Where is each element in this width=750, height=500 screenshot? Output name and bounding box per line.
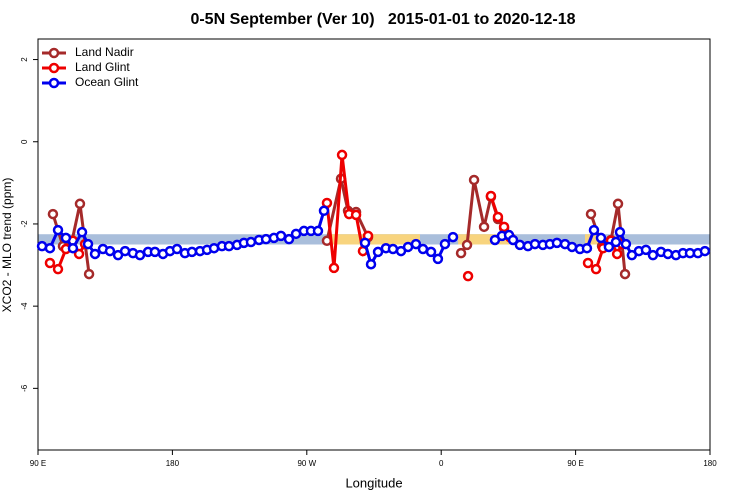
y-tick-label: 2 [20, 57, 29, 62]
data-point [514, 239, 526, 251]
data-point [47, 208, 59, 220]
data-point [647, 249, 659, 261]
data-point [283, 233, 295, 245]
y-tick-label: -6 [20, 384, 29, 392]
data-point [620, 238, 632, 250]
data-point [410, 238, 422, 250]
x-tick-label: 180 [166, 459, 180, 468]
band [329, 234, 420, 245]
data-point [485, 190, 497, 202]
data-point [588, 224, 600, 236]
data-point [610, 236, 622, 248]
data-point [372, 246, 384, 258]
data-point [52, 263, 64, 275]
x-tick-label: 0 [439, 459, 444, 468]
data-point [275, 230, 287, 242]
series [44, 149, 628, 282]
data-point [507, 234, 519, 246]
data-point [468, 174, 480, 186]
data-point [425, 246, 437, 258]
data-point [149, 246, 161, 258]
data-point [439, 238, 451, 250]
x-axis-label: Longitude [345, 475, 402, 490]
legend-marker [48, 47, 60, 59]
data-point [595, 232, 607, 244]
data-point [614, 226, 626, 238]
y-axis-label: XCO2 - MLO trend (ppm) [0, 178, 14, 313]
data-point [492, 211, 504, 223]
y-tick-label: -2 [20, 220, 29, 228]
data-point [260, 233, 272, 245]
data-point [350, 209, 362, 221]
data-point [447, 231, 459, 243]
data-point [619, 268, 631, 280]
data-point [612, 198, 624, 210]
data-point [73, 248, 85, 260]
data-point [223, 240, 235, 252]
data-point [312, 225, 324, 237]
data-point [699, 245, 711, 257]
data-point [478, 221, 490, 233]
legend-label: Land Nadir [75, 45, 134, 59]
data-point [89, 248, 101, 260]
data-point [640, 244, 652, 256]
data-point [432, 253, 444, 265]
data-point [44, 242, 56, 254]
chart-title: 0-5N September (Ver 10) 2015-01-01 to 20… [190, 11, 575, 28]
data-point [462, 270, 474, 282]
data-point [365, 258, 377, 270]
band [458, 234, 512, 245]
data-point [82, 238, 94, 250]
x-tick-label: 90 W [297, 459, 316, 468]
data-point [74, 198, 86, 210]
data-point [611, 248, 623, 260]
data-point [498, 221, 510, 233]
data-point [359, 237, 371, 249]
data-point [52, 224, 64, 236]
data-point [76, 226, 88, 238]
data-point [581, 242, 593, 254]
y-tick-label: 0 [20, 139, 29, 144]
x-tick-label: 180 [703, 459, 717, 468]
data-point [60, 232, 72, 244]
data-point [417, 243, 429, 255]
series [36, 205, 711, 270]
data-point [662, 248, 674, 260]
x-tick-label: 90 E [30, 459, 46, 468]
data-point [551, 237, 563, 249]
data-point [171, 243, 183, 255]
x-tick-label: 90 E [567, 459, 583, 468]
legend-label: Ocean Glint [75, 75, 139, 89]
y-tick-label: -4 [20, 302, 29, 310]
data-point [590, 263, 602, 275]
data-point [328, 262, 340, 274]
legend-label: Land Glint [75, 60, 130, 74]
data-point [387, 243, 399, 255]
data-point [67, 242, 79, 254]
data-point [455, 247, 467, 259]
data-point [186, 246, 198, 258]
data-point [44, 257, 56, 269]
data-point [461, 239, 473, 251]
data-point [318, 205, 330, 217]
data-point [585, 208, 597, 220]
legend-marker [48, 62, 60, 74]
legend-marker [48, 77, 60, 89]
data-point [83, 268, 95, 280]
data-point [582, 257, 594, 269]
data-point [104, 245, 116, 257]
data-point [336, 149, 348, 161]
data-point [245, 236, 257, 248]
data-point [603, 241, 615, 253]
data-point [134, 249, 146, 261]
